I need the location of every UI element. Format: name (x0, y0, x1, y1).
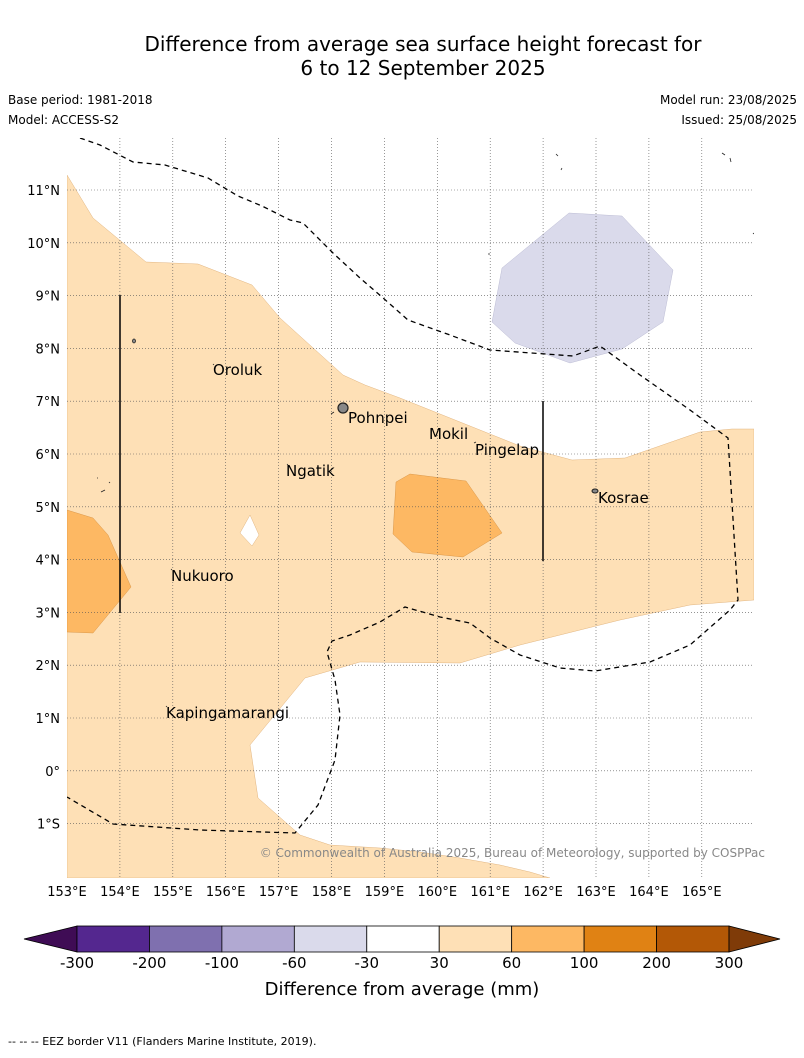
place-label: Mokil (429, 425, 468, 443)
model-run-date: Model run: 23/08/2025 (659, 93, 797, 107)
place-label: Kapingamarangi (166, 704, 289, 722)
lat-label: 1°N (36, 712, 61, 727)
lon-label: 153°E (47, 885, 87, 900)
lon-label: 156°E (206, 885, 246, 900)
place-label: Kosrae (598, 489, 649, 507)
graticule (67, 138, 754, 878)
kosrae-island (591, 488, 599, 494)
colorbar-extend-high (728, 925, 781, 953)
eez-border-north (67, 138, 739, 834)
title-line-2: 6 to 12 September 2025 (300, 56, 546, 80)
colorbar-bin (221, 925, 295, 953)
colorbar-tick-label: -200 (132, 954, 166, 972)
colorbar-tick-label: -100 (205, 954, 239, 972)
lat-label: 4°N (36, 554, 61, 569)
lat-label: 0° (45, 765, 60, 780)
lon-label: 157°E (259, 885, 299, 900)
base-period: Base period: 1981-2018 (8, 93, 153, 107)
lat-label: 9°N (36, 290, 61, 305)
sea-surface-height-map: Oroluk Pohnpei Mokil Pingelap Ngatik Kosrae Nu… (23, 138, 781, 1000)
lat-label: 2°N (36, 659, 61, 674)
lon-label: 159°E (365, 885, 405, 900)
anomaly-region-60-100-west (67, 509, 132, 634)
title-line-1: Difference from average sea surface heig… (144, 32, 702, 56)
lat-label: 8°N (36, 342, 61, 357)
colorbar-tick-label: 200 (642, 954, 671, 972)
lon-label: 155°E (153, 885, 193, 900)
colorbar-bin (438, 925, 513, 953)
islet (132, 338, 136, 344)
lat-label: 10°N (27, 237, 60, 252)
lat-label: 1°S (37, 818, 60, 833)
lat-label: 6°N (36, 448, 61, 463)
lon-label: 165°E (682, 885, 722, 900)
lon-label: 162°E (523, 885, 563, 900)
colorbar-bin (293, 925, 368, 953)
lat-label: 11°N (27, 184, 60, 199)
colorbar-tick-label: 60 (502, 954, 521, 972)
islet-marks (97, 152, 754, 708)
anomaly-region-neg30-neg60 (491, 212, 674, 364)
lon-label: 154°E (100, 885, 140, 900)
colorbar-bin (366, 925, 440, 953)
place-label: Pohnpei (348, 409, 408, 427)
map-title: Difference from average sea surface heig… (0, 32, 804, 80)
lat-label: 7°N (36, 395, 61, 410)
place-labels: Oroluk Pohnpei Mokil Pingelap Ngatik Kosrae Nu… (166, 361, 649, 722)
lon-label: 164°E (629, 885, 669, 900)
colorbar-tick-label: 100 (570, 954, 599, 972)
colorbar-bin (583, 925, 657, 953)
pohnpei-island (337, 402, 349, 414)
place-label: Pingelap (475, 441, 539, 459)
colorbar-tick-label: -300 (60, 954, 94, 972)
neutral-patch (239, 514, 260, 547)
copyright-notice: © Commonwealth of Australia 2025, Bureau… (260, 846, 765, 860)
place-label: Ngatik (286, 462, 335, 480)
lon-label: 161°E (470, 885, 510, 900)
issued-date: Issued: 25/08/2025 (681, 113, 797, 127)
colorbar-label: Difference from average (mm) (265, 979, 540, 1000)
map-area (67, 138, 754, 878)
eez-legend-note: -- -- -- EEZ border V11 (Flanders Marine… (8, 1035, 317, 1048)
lat-label: 5°N (36, 501, 61, 516)
model-name: Model: ACCESS-S2 (8, 113, 120, 127)
lat-label: 3°N (36, 606, 61, 621)
colorbar-bin (511, 925, 585, 953)
place-label: Nukuoro (171, 567, 234, 585)
colorbar-tick-label: -60 (282, 954, 307, 972)
longitude-labels: 153°E 154°E 155°E 156°E 157°E 158°E 159°E 160°E… (47, 885, 721, 900)
colorbar-bin (149, 925, 223, 953)
colorbar: -300 -200 -100 -60 -30 30 60 100 200 300 (23, 925, 781, 972)
anomaly-region-60-100-central (392, 473, 503, 558)
latitude-labels: 11°N 10°N 9°N 8°N 7°N 6°N 5°N 4°N 3°N 2°N 1°N 0° 1°S (27, 184, 60, 833)
place-label: Oroluk (213, 361, 262, 379)
lon-label: 163°E (576, 885, 616, 900)
colorbar-tick-label: -30 (355, 954, 380, 972)
colorbar-bin (656, 925, 730, 953)
lon-label: 160°E (418, 885, 458, 900)
colorbar-extend-low (23, 925, 78, 953)
colorbar-tick-label: 30 (430, 954, 449, 972)
colorbar-tick-label: 300 (715, 954, 744, 972)
lon-label: 158°E (312, 885, 352, 900)
colorbar-bin (76, 925, 150, 953)
